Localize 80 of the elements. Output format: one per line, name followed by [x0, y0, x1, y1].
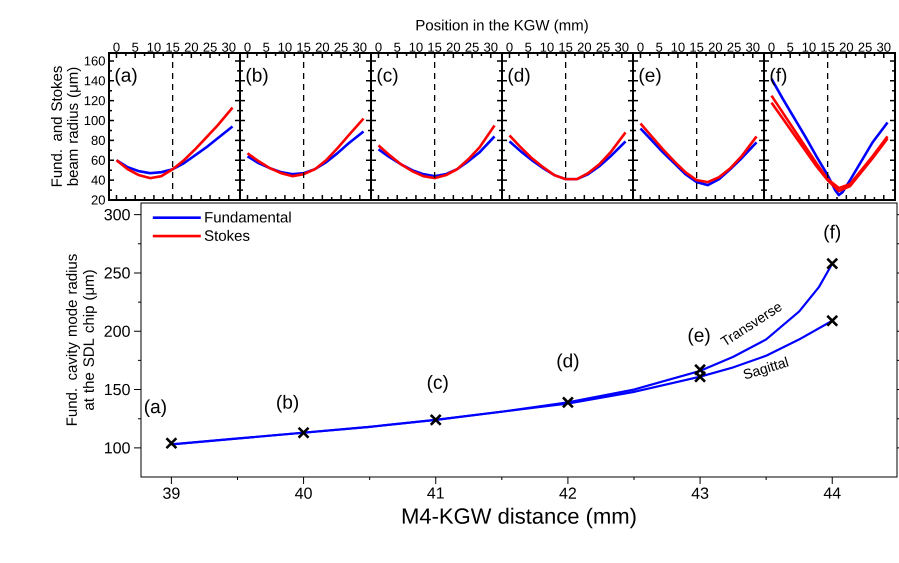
x-tick-label: 30 [615, 42, 629, 52]
y-tick-label: 160 [84, 56, 105, 66]
x-axis-title: Position in the KGW (mm) [416, 19, 588, 34]
x-tick-label: 10 [410, 42, 423, 52]
annotation: (b) [246, 68, 268, 86]
annotation: (e) [640, 68, 660, 86]
legend-label: Fundamental [205, 212, 291, 223]
y-tick-label: 40 [91, 176, 105, 185]
y-tick-label: 100 [84, 116, 105, 126]
x-tick-label: 0 [768, 42, 775, 52]
x-tick-label: 40 [295, 488, 312, 499]
annotation: (e) [688, 328, 710, 346]
y-tick-label: 250 [104, 267, 130, 279]
x-tick-label: 5 [132, 42, 138, 52]
annotation: (b) [277, 394, 298, 413]
y-tick-label: 120 [84, 96, 105, 106]
x-tick-label: 5 [787, 42, 794, 52]
x-tick-label: 30 [484, 42, 498, 52]
y-axis-title: Fund. cavity mode radius at the SDL chip (μm) [66, 254, 97, 426]
legend-label: Stokes [204, 230, 250, 241]
x-tick-label: 25 [465, 42, 479, 52]
x-tick-label: 41 [427, 488, 444, 499]
x-tick-label: 43 [692, 488, 708, 499]
x-tick-label: 30 [222, 42, 236, 52]
x-tick-label: 44 [824, 488, 841, 499]
x-tick-label: 5 [525, 42, 532, 52]
x-tick-label: 10 [802, 42, 816, 52]
x-tick-label: 10 [540, 42, 554, 52]
annotation: (a) [144, 399, 166, 418]
x-tick-label: 20 [840, 42, 854, 52]
annotation: (d) [557, 354, 578, 372]
x-tick-label: 15 [428, 42, 442, 52]
annotation: (c) [378, 68, 398, 86]
x-tick-label: 10 [278, 42, 292, 52]
annotation: (d) [508, 68, 530, 86]
x-tick-label: 5 [263, 42, 270, 52]
x-tick-label: 0 [244, 42, 251, 52]
x-tick-label: 20 [578, 42, 592, 52]
x-tick-label: 15 [821, 42, 834, 52]
x-tick-label: 25 [858, 42, 872, 52]
x-tick-label: 10 [148, 42, 161, 52]
x-tick-label: 30 [877, 42, 891, 52]
x-tick-label: 15 [166, 42, 180, 52]
y-tick-label: 150 [104, 384, 130, 396]
x-tick-label: 0 [113, 42, 120, 52]
y-tick-label: 20 [92, 195, 105, 205]
annotation: (a) [116, 68, 136, 86]
x-tick-label: 5 [394, 42, 400, 52]
x-tick-label: 42 [559, 488, 576, 499]
x-tick-label: 20 [708, 42, 722, 52]
annotation: (c) [428, 375, 448, 393]
x-tick-label: 5 [656, 42, 662, 52]
x-tick-label: 25 [596, 42, 610, 52]
x-tick-label: 30 [353, 42, 367, 52]
x-tick-label: 39 [163, 488, 180, 499]
annotation: (f) [770, 68, 786, 86]
x-tick-label: 25 [334, 42, 348, 52]
y-tick-label: 300 [104, 209, 130, 220]
x-tick-label: 15 [297, 42, 310, 52]
annotation: Sagittal [744, 356, 789, 379]
x-axis-title: M4-KGW distance (mm) [402, 508, 636, 528]
y-tick-label: 200 [104, 326, 130, 337]
x-tick-label: 0 [375, 42, 382, 52]
x-tick-label: 30 [746, 42, 760, 52]
x-tick-label: 25 [203, 42, 217, 52]
y-tick-label: 100 [104, 442, 130, 454]
annotation: (f) [824, 224, 840, 242]
x-tick-label: 20 [184, 42, 198, 52]
y-tick-label: 140 [84, 76, 105, 86]
y-tick-label: 80 [92, 136, 105, 146]
x-tick-label: 20 [316, 42, 330, 52]
x-tick-label: 15 [690, 42, 704, 52]
x-tick-label: 15 [559, 42, 572, 52]
x-tick-label: 0 [506, 42, 513, 52]
x-tick-label: 10 [672, 42, 685, 52]
y-axis-title: Fund. and Stokes beam radius (μm) [50, 66, 81, 186]
x-tick-label: 20 [446, 42, 460, 52]
y-tick-label: 60 [92, 156, 105, 165]
x-tick-label: 25 [727, 42, 741, 52]
x-tick-label: 0 [637, 42, 644, 52]
